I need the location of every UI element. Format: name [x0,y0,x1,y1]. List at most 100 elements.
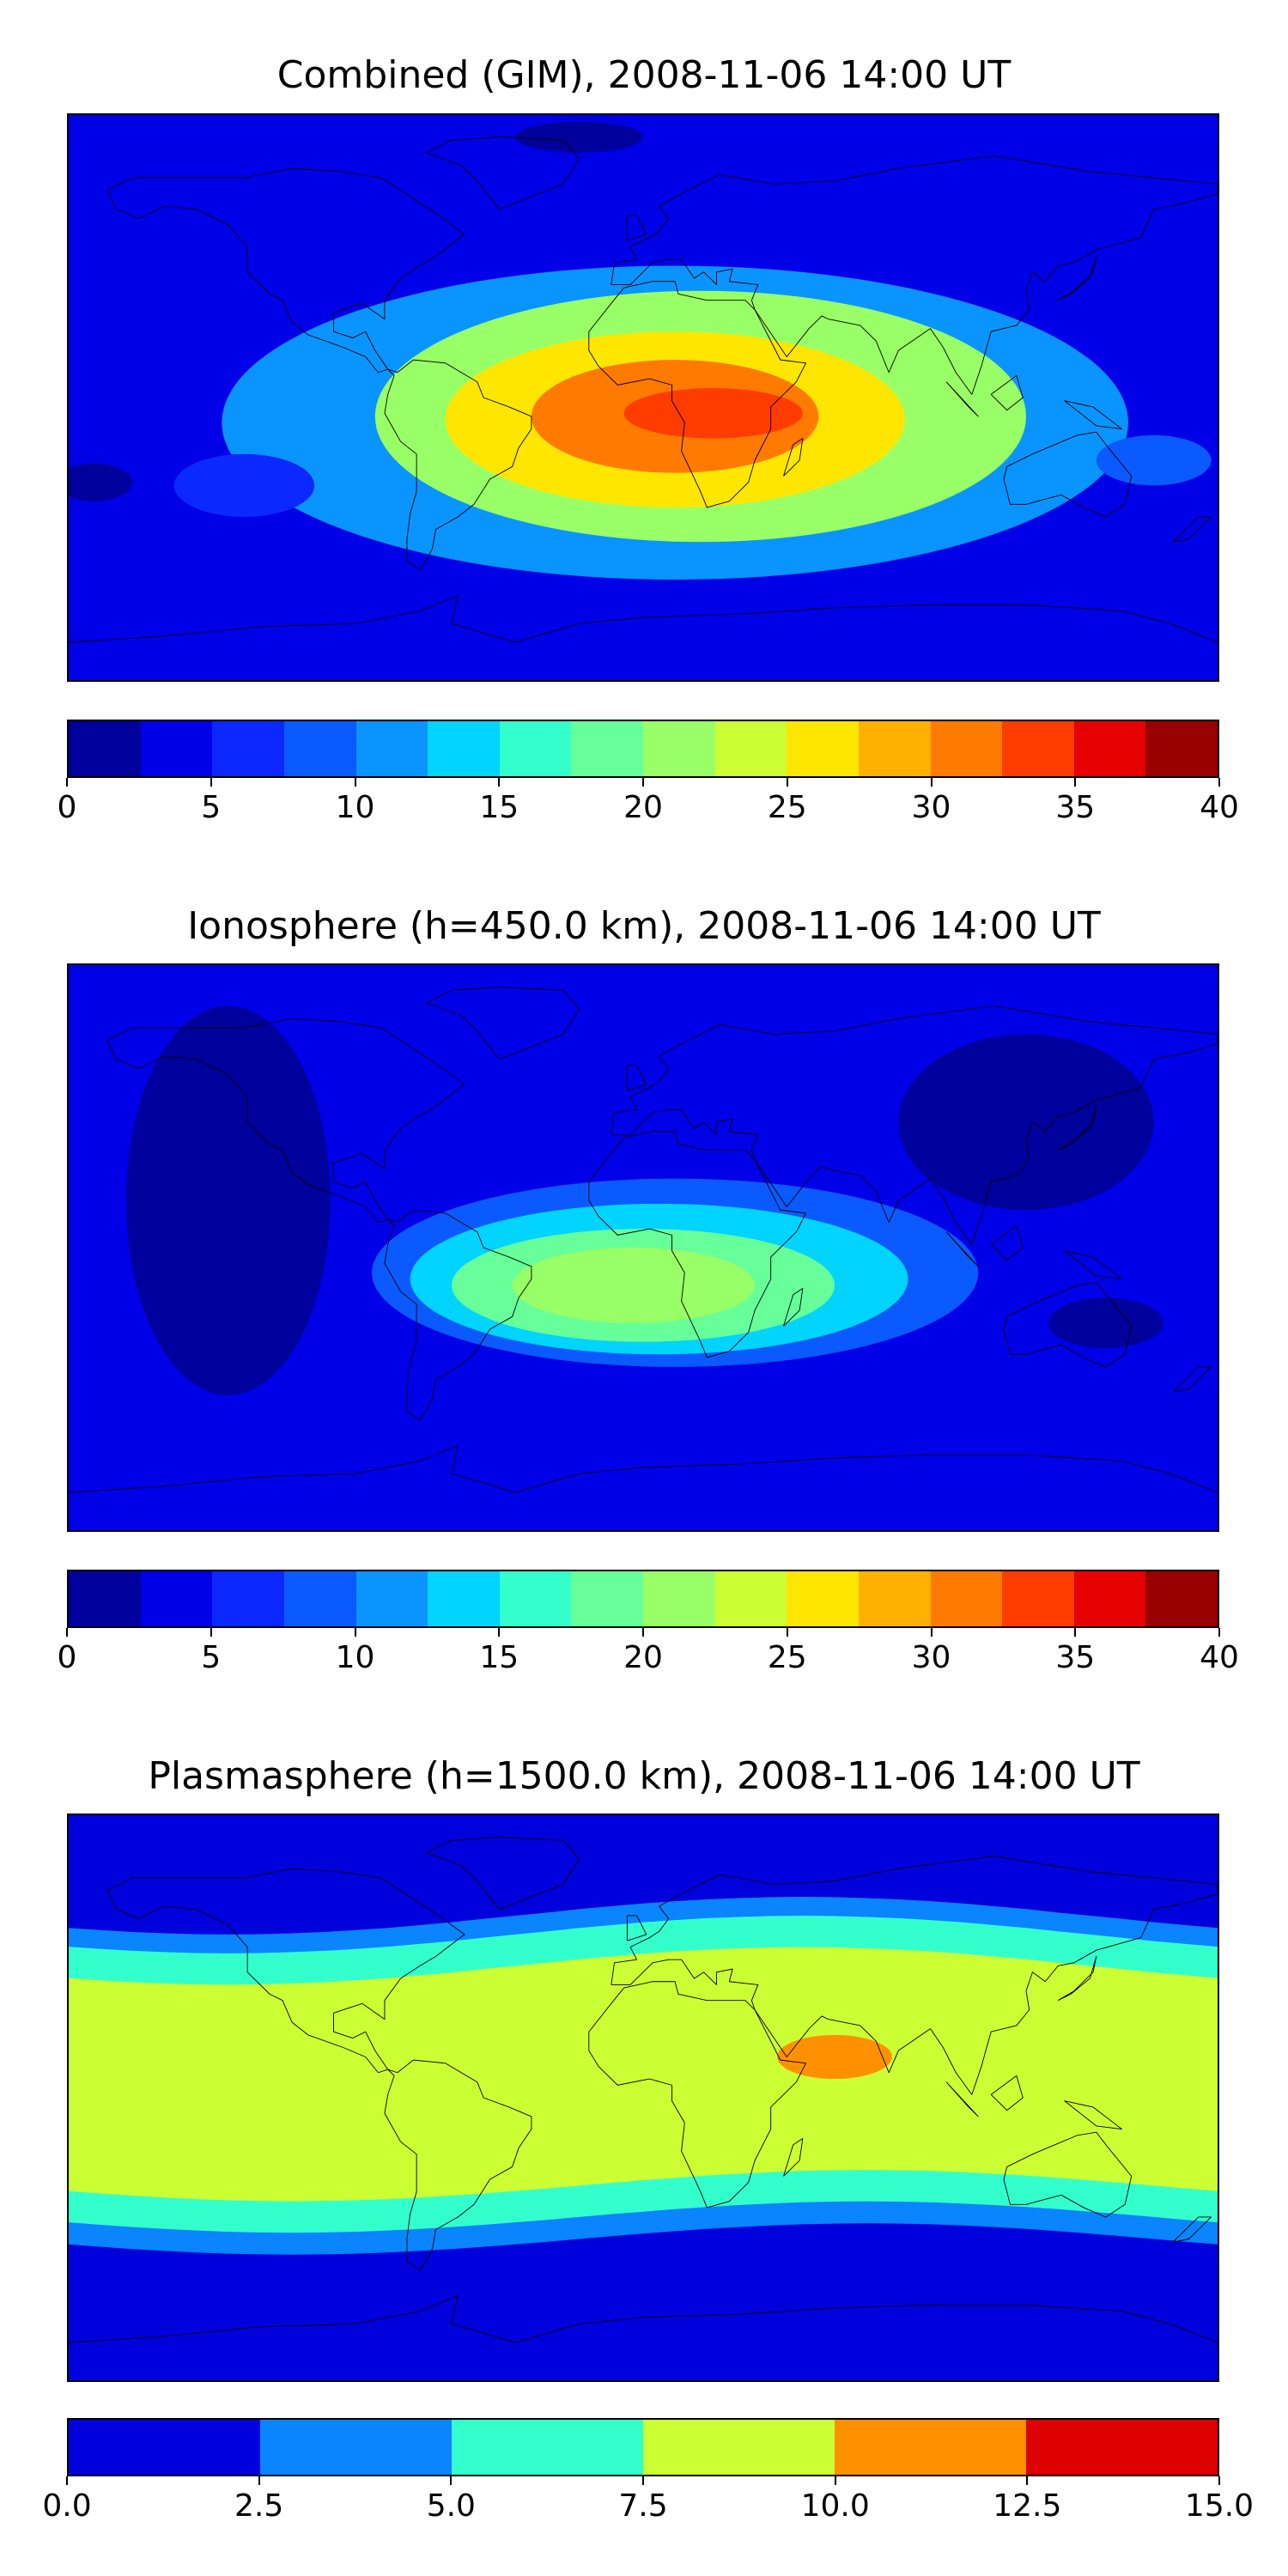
colorbar-segment [428,1571,500,1626]
colorbar-tick-mark [786,778,788,787]
coastline [1058,1957,1097,2001]
map-combined [67,113,1219,682]
colorbar-tick-mark [1218,1628,1220,1637]
colorbar-tick-mark [66,778,68,787]
colorbar-combined [67,720,1219,778]
chart-title-combined: Combined (GIM), 2008-11-06 14:00 UT [276,53,1012,97]
colorbar-segment [643,1571,715,1626]
colorbar-tick-mark [66,1628,68,1637]
contour-region [777,2034,892,2080]
colorbar-tick-label: 5 [201,1640,222,1675]
colorbar-segment [69,1571,141,1626]
colorbar-segment [643,2420,835,2475]
colorbar-tick-mark [1218,778,1220,787]
colorbar-segment [260,2420,452,2475]
colorbar-tick-label: 10 [335,1640,375,1675]
colorbar-tick-label: 7.5 [618,2488,668,2524]
coastline [69,2295,1218,2342]
colorbar-tick-label: 35 [1055,790,1096,825]
coastline [784,1289,803,1327]
contour-region [898,1034,1154,1211]
map-plasmasphere-svg [69,1815,1218,2380]
contour-region [173,453,315,517]
colorbar-segment [1145,721,1218,776]
colorbar-plasmasphere [67,2418,1219,2476]
coastline [991,2075,1023,2110]
colorbar-tick-mark [66,2476,68,2485]
colorbar-tick-label: 10 [335,790,375,825]
colorbar-segment [1073,1571,1146,1626]
colorbar-segment [714,721,787,776]
contour-region [515,121,643,153]
colorbar-segment [1145,1571,1218,1626]
colorbar-ticks-combined: 0 5 10 15 20 25 30 35 40 [58,778,1239,825]
colorbar-segment [1002,721,1074,776]
colorbar-tick-label: 35 [1055,1640,1096,1675]
coastline [107,1018,465,1223]
colorbar-tick-label: 15.0 [1184,2488,1255,2524]
chart-title-ionosphere: Ionosphere (h=450.0 km), 2008-11-06 14:0… [187,904,1101,948]
colorbar-tick-label: 30 [911,790,951,825]
coastline [107,1868,465,2073]
map-ionosphere [67,963,1219,1532]
colorbar-tick-mark [786,1628,788,1637]
coastline [611,156,1218,395]
coastline [426,1838,579,1910]
colorbar-tick-mark [354,778,356,787]
colorbar-segment [1026,2420,1218,2475]
coastline [611,1856,1218,2095]
colorbar-tick-label: 0 [57,1640,77,1675]
colorbar-tick-label: 0.0 [42,2488,92,2524]
coastline [1065,401,1122,429]
colorbar-ionosphere [67,1570,1219,1628]
colorbar-tick-label: 12.5 [993,2488,1062,2524]
colorbar-segment [930,1571,1003,1626]
colorbar-tick-mark [1074,778,1077,787]
contour-region [1048,1297,1163,1348]
coastline [107,168,465,373]
colorbar-tick-mark [642,778,644,787]
contour-region [69,463,133,501]
colorbar-ticks-plasmasphere: 0.0 2.5 5.0 7.5 10.0 12.5 15.0 [42,2476,1254,2524]
colorbar-segment [930,721,1003,776]
coastline [1058,257,1097,301]
colorbar-segment [499,1571,572,1626]
contour-region [623,388,803,439]
coastline [946,382,978,416]
coastline [589,1982,806,2208]
colorbar-tick-mark [258,2476,260,2485]
colorbar-tick-mark [210,1628,212,1637]
colorbar-tick-mark [498,778,501,787]
colorbar-segment [355,1571,428,1626]
colorbar-segment [714,1571,787,1626]
colorbar-segment [355,721,428,776]
coastline [991,1225,1023,1260]
coastline [589,1132,806,1358]
colorbar-segment [1073,721,1146,776]
colorbar-segment [140,1571,213,1626]
colorbar-tick-mark [834,2476,836,2485]
coastline [1173,517,1212,542]
colorbar-segment [643,721,715,776]
colorbar-tick-label: 20 [623,1640,663,1675]
colorbar-segment [499,721,572,776]
colorbar-tick-label: 10.0 [800,2488,870,2524]
map-combined-svg [69,115,1218,680]
colorbar-segment [858,721,931,776]
coastline [426,987,579,1060]
coastline [1004,2132,1132,2217]
coastline [385,2060,532,2270]
chart-title-plasmasphere: Plasmasphere (h=1500.0 km), 2008-11-06 1… [148,1754,1140,1798]
colorbar-tick-label: 25 [767,790,807,825]
colorbar-segment [283,721,356,776]
colorbar-tick-label: 15 [479,790,519,825]
colorbar-segment [571,721,643,776]
colorbar-tick-label: 30 [911,1640,951,1675]
coastline [627,216,646,240]
contour-region [125,1005,331,1395]
coastline [946,2082,978,2117]
colorbar-tick-mark [450,2476,453,2485]
coastline [1058,1107,1097,1151]
coastline [627,1916,646,1941]
colorbar-tick-label: 25 [767,1640,807,1675]
